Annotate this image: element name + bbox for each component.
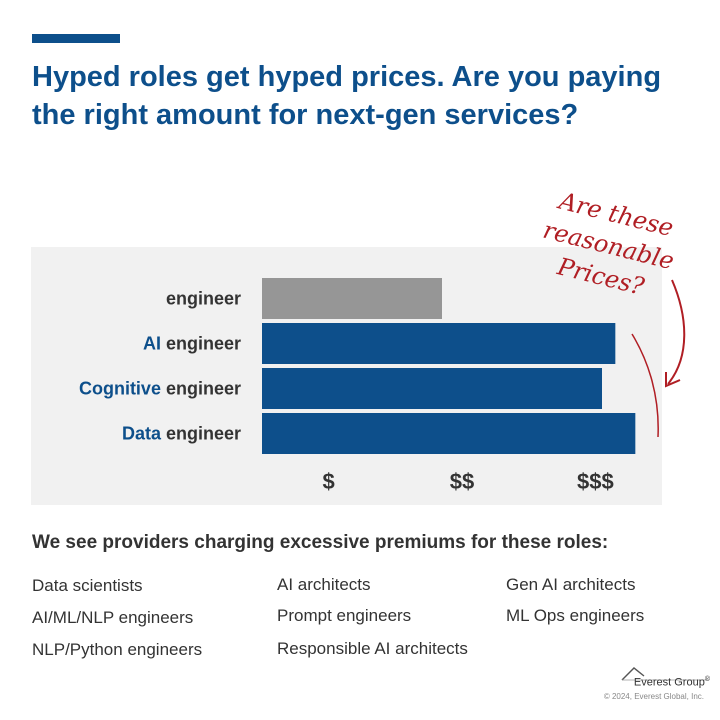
roles-subtitle: We see providers charging excessive prem… xyxy=(32,532,609,553)
logo-wordmark: Everest Group® xyxy=(634,676,710,689)
category-label: AI engineer xyxy=(143,334,241,354)
category-highlight: Data xyxy=(122,424,162,444)
category-rest: engineer xyxy=(161,424,241,444)
role-item: Data scientists xyxy=(32,576,143,595)
category-highlight: AI xyxy=(143,334,161,354)
category-highlight: Cognitive xyxy=(79,379,161,399)
chart-panel: engineer AI engineer Cognitive engineer Dat… xyxy=(31,247,662,505)
role-item: AI/ML/NLP engineers xyxy=(32,608,194,627)
everest-logo-icon xyxy=(621,667,708,681)
roles-list: Data scientists AI/ML/NLP engineers NLP/… xyxy=(32,572,692,672)
category-label: Cognitive engineer xyxy=(79,379,241,399)
role-item: Responsible AI architects xyxy=(277,639,468,658)
category-rest: engineer xyxy=(161,379,241,399)
x-tick-label: $$$ xyxy=(577,469,614,494)
x-tick-label: $ xyxy=(323,469,335,494)
bar xyxy=(262,413,636,454)
category-rest: engineer xyxy=(161,334,241,354)
bar xyxy=(262,323,616,364)
copyright-text: © 2024, Everest Global, Inc. xyxy=(603,692,704,701)
role-item: ML Ops engineers xyxy=(506,606,645,625)
role-item: AI architects xyxy=(277,575,371,594)
bar xyxy=(262,278,442,319)
annotation-arrow-icon xyxy=(631,279,686,438)
category-label: Data engineer xyxy=(122,424,241,444)
role-item: NLP/Python engineers xyxy=(32,640,203,659)
role-item: Gen AI architects xyxy=(506,575,636,594)
category-label: engineer xyxy=(166,289,241,309)
role-item: Prompt engineers xyxy=(277,606,412,625)
x-tick-label: $$ xyxy=(450,469,474,494)
logo-name: Everest Group xyxy=(633,676,705,689)
logo-registered-mark: ® xyxy=(704,676,710,683)
title-accent-bar xyxy=(32,34,120,43)
page-title: Hyped roles get hyped prices. Are you pa… xyxy=(32,61,662,131)
category-rest: engineer xyxy=(166,289,241,309)
bar xyxy=(262,368,602,409)
